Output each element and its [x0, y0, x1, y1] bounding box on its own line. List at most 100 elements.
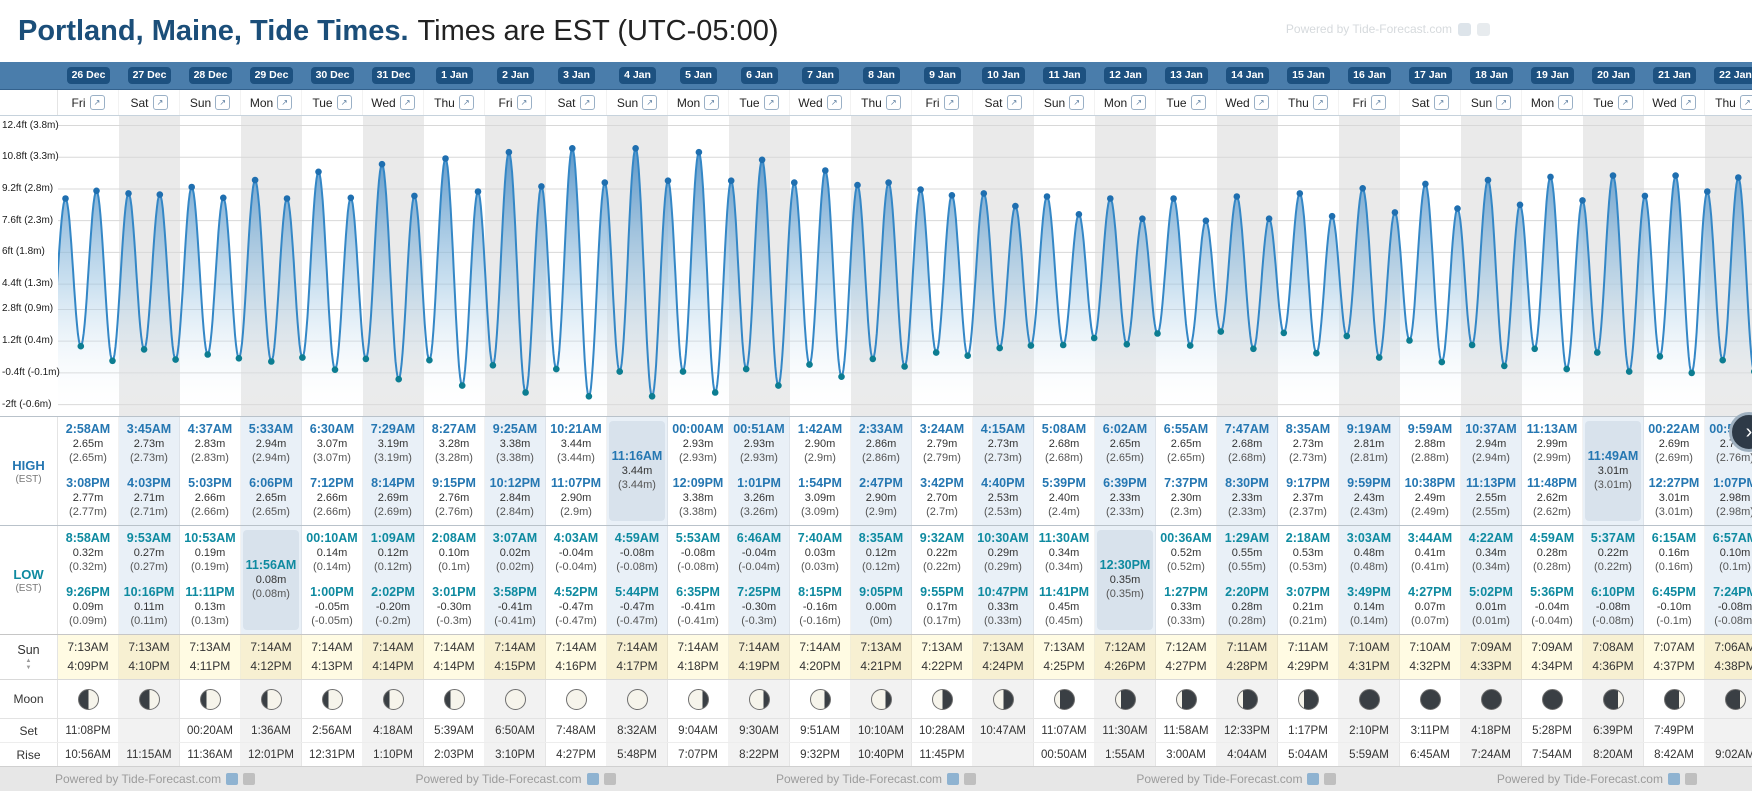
weekday-cell[interactable]: Fri ↗ [485, 90, 546, 115]
date-chip[interactable]: 5 Jan [680, 67, 717, 84]
social-icon[interactable] [1307, 773, 1320, 785]
social-icon[interactable] [1684, 773, 1697, 785]
external-link-icon[interactable]: ↗ [1496, 95, 1512, 110]
date-chip[interactable]: 22 Jan [1714, 67, 1752, 84]
date-chip[interactable]: 6 Jan [741, 67, 778, 84]
weekday-cell[interactable]: Tue ↗ [302, 90, 363, 115]
external-link-icon[interactable]: ↗ [1739, 95, 1752, 110]
weekday-cell[interactable]: Thu ↗ [424, 90, 485, 115]
weekday-cell[interactable]: Sun ↗ [607, 90, 668, 115]
tide-height-alt: (-0.08m) [677, 560, 719, 573]
social-icon[interactable] [947, 773, 960, 785]
high-tide-entry: 11:16AM 3.44m (3.44m) [609, 421, 665, 521]
weekday-cell[interactable]: Thu ↗ [851, 90, 912, 115]
low-tide-point [140, 346, 148, 353]
social-icon[interactable] [1667, 773, 1680, 785]
external-link-icon[interactable]: ↗ [336, 95, 352, 110]
date-cell: 13 Jan [1156, 62, 1217, 89]
external-link-icon[interactable]: ↗ [885, 95, 901, 110]
external-link-icon[interactable]: ↗ [826, 95, 842, 110]
scroll-right-button[interactable]: › [1729, 412, 1752, 452]
external-link-icon[interactable]: ↗ [1370, 95, 1386, 110]
weekday-cell[interactable]: Thu ↗ [1278, 90, 1339, 115]
weekday-cell[interactable]: Mon ↗ [1522, 90, 1583, 115]
weekday-cell[interactable]: Wed ↗ [1217, 90, 1278, 115]
date-chip[interactable]: 8 Jan [863, 67, 900, 84]
external-link-icon[interactable]: ↗ [152, 95, 168, 110]
date-chip[interactable]: 17 Jan [1409, 67, 1452, 84]
weekday-cell[interactable]: Mon ↗ [668, 90, 729, 115]
date-chip[interactable]: 15 Jan [1287, 67, 1330, 84]
external-link-icon[interactable]: ↗ [399, 95, 415, 110]
date-chip[interactable]: 13 Jan [1165, 67, 1208, 84]
external-link-icon[interactable]: ↗ [215, 95, 231, 110]
date-chip[interactable]: 4 Jan [619, 67, 656, 84]
date-chip[interactable]: 2 Jan [497, 67, 534, 84]
weekday-cell[interactable]: Sat ↗ [546, 90, 607, 115]
weekday-cell[interactable]: Sat ↗ [973, 90, 1034, 115]
external-link-icon[interactable]: ↗ [1617, 95, 1633, 110]
date-chip[interactable]: 7 Jan [802, 67, 839, 84]
social-icon[interactable] [964, 773, 977, 785]
date-chip[interactable]: 9 Jan [924, 67, 961, 84]
date-chip[interactable]: 19 Jan [1531, 67, 1574, 84]
external-link-icon[interactable]: ↗ [1069, 95, 1085, 110]
weekday-cell[interactable]: Sat ↗ [119, 90, 180, 115]
external-link-icon[interactable]: ↗ [943, 95, 959, 110]
external-link-icon[interactable]: ↗ [704, 95, 720, 110]
weekday-cell[interactable]: Thu ↗ [1705, 90, 1752, 115]
date-chip[interactable]: 29 Dec [249, 67, 294, 84]
external-link-icon[interactable]: ↗ [579, 95, 595, 110]
external-link-icon[interactable]: ↗ [1433, 95, 1449, 110]
date-chip[interactable]: 16 Jan [1348, 67, 1391, 84]
weekday-cell[interactable]: Tue ↗ [729, 90, 790, 115]
external-link-icon[interactable]: ↗ [458, 95, 474, 110]
date-chip[interactable]: 12 Jan [1104, 67, 1147, 84]
weekday-cell[interactable]: Sun ↗ [180, 90, 241, 115]
weekday-cell[interactable]: Wed ↗ [790, 90, 851, 115]
external-link-icon[interactable]: ↗ [1006, 95, 1022, 110]
social-icon[interactable] [226, 773, 239, 785]
external-link-icon[interactable]: ↗ [1253, 95, 1269, 110]
external-link-icon[interactable]: ↗ [642, 95, 658, 110]
external-link-icon[interactable]: ↗ [89, 95, 105, 110]
social-icon[interactable] [586, 773, 599, 785]
external-link-icon[interactable]: ↗ [1312, 95, 1328, 110]
external-link-icon[interactable]: ↗ [1680, 95, 1696, 110]
weekday-cell[interactable]: Fri ↗ [58, 90, 119, 115]
social-icon[interactable] [603, 773, 616, 785]
date-chip[interactable]: 1 Jan [436, 67, 473, 84]
external-link-icon[interactable]: ↗ [277, 95, 293, 110]
social-icon[interactable] [1324, 773, 1337, 785]
weekday-cell[interactable]: Tue ↗ [1583, 90, 1644, 115]
date-chip[interactable]: 27 Dec [127, 67, 172, 84]
weekday-cell[interactable]: Fri ↗ [912, 90, 973, 115]
date-chip[interactable]: 10 Jan [982, 67, 1025, 84]
weekday-cell[interactable]: Mon ↗ [1095, 90, 1156, 115]
date-chip[interactable]: 21 Jan [1653, 67, 1696, 84]
weekday-cell[interactable]: Sun ↗ [1461, 90, 1522, 115]
external-link-icon[interactable]: ↗ [516, 95, 532, 110]
social-icon[interactable] [243, 773, 256, 785]
weekday-cell[interactable]: Sun ↗ [1034, 90, 1095, 115]
date-chip[interactable]: 20 Jan [1592, 67, 1635, 84]
date-chip[interactable]: 30 Dec [310, 67, 355, 84]
date-chip[interactable]: 31 Dec [371, 67, 416, 84]
external-link-icon[interactable]: ↗ [1131, 95, 1147, 110]
date-chip[interactable]: 18 Jan [1470, 67, 1513, 84]
weekday-cell[interactable]: Mon ↗ [241, 90, 302, 115]
weekday-cell[interactable]: Fri ↗ [1339, 90, 1400, 115]
weekday-cell[interactable]: Wed ↗ [363, 90, 424, 115]
external-link-icon[interactable]: ↗ [763, 95, 779, 110]
external-link-icon[interactable]: ↗ [1190, 95, 1206, 110]
date-chip[interactable]: 26 Dec [66, 67, 111, 84]
date-chip[interactable]: 14 Jan [1226, 67, 1269, 84]
weekday-cell[interactable]: Sat ↗ [1400, 90, 1461, 115]
date-chip[interactable]: 3 Jan [558, 67, 595, 84]
date-chip[interactable]: 11 Jan [1043, 67, 1086, 84]
external-link-icon[interactable]: ↗ [1558, 95, 1574, 110]
weekday-cell[interactable]: Tue ↗ [1156, 90, 1217, 115]
weekday-cell[interactable]: Wed ↗ [1644, 90, 1705, 115]
date-chip[interactable]: 28 Dec [188, 67, 233, 84]
moonset-cell: 3:11PM [1400, 719, 1461, 742]
